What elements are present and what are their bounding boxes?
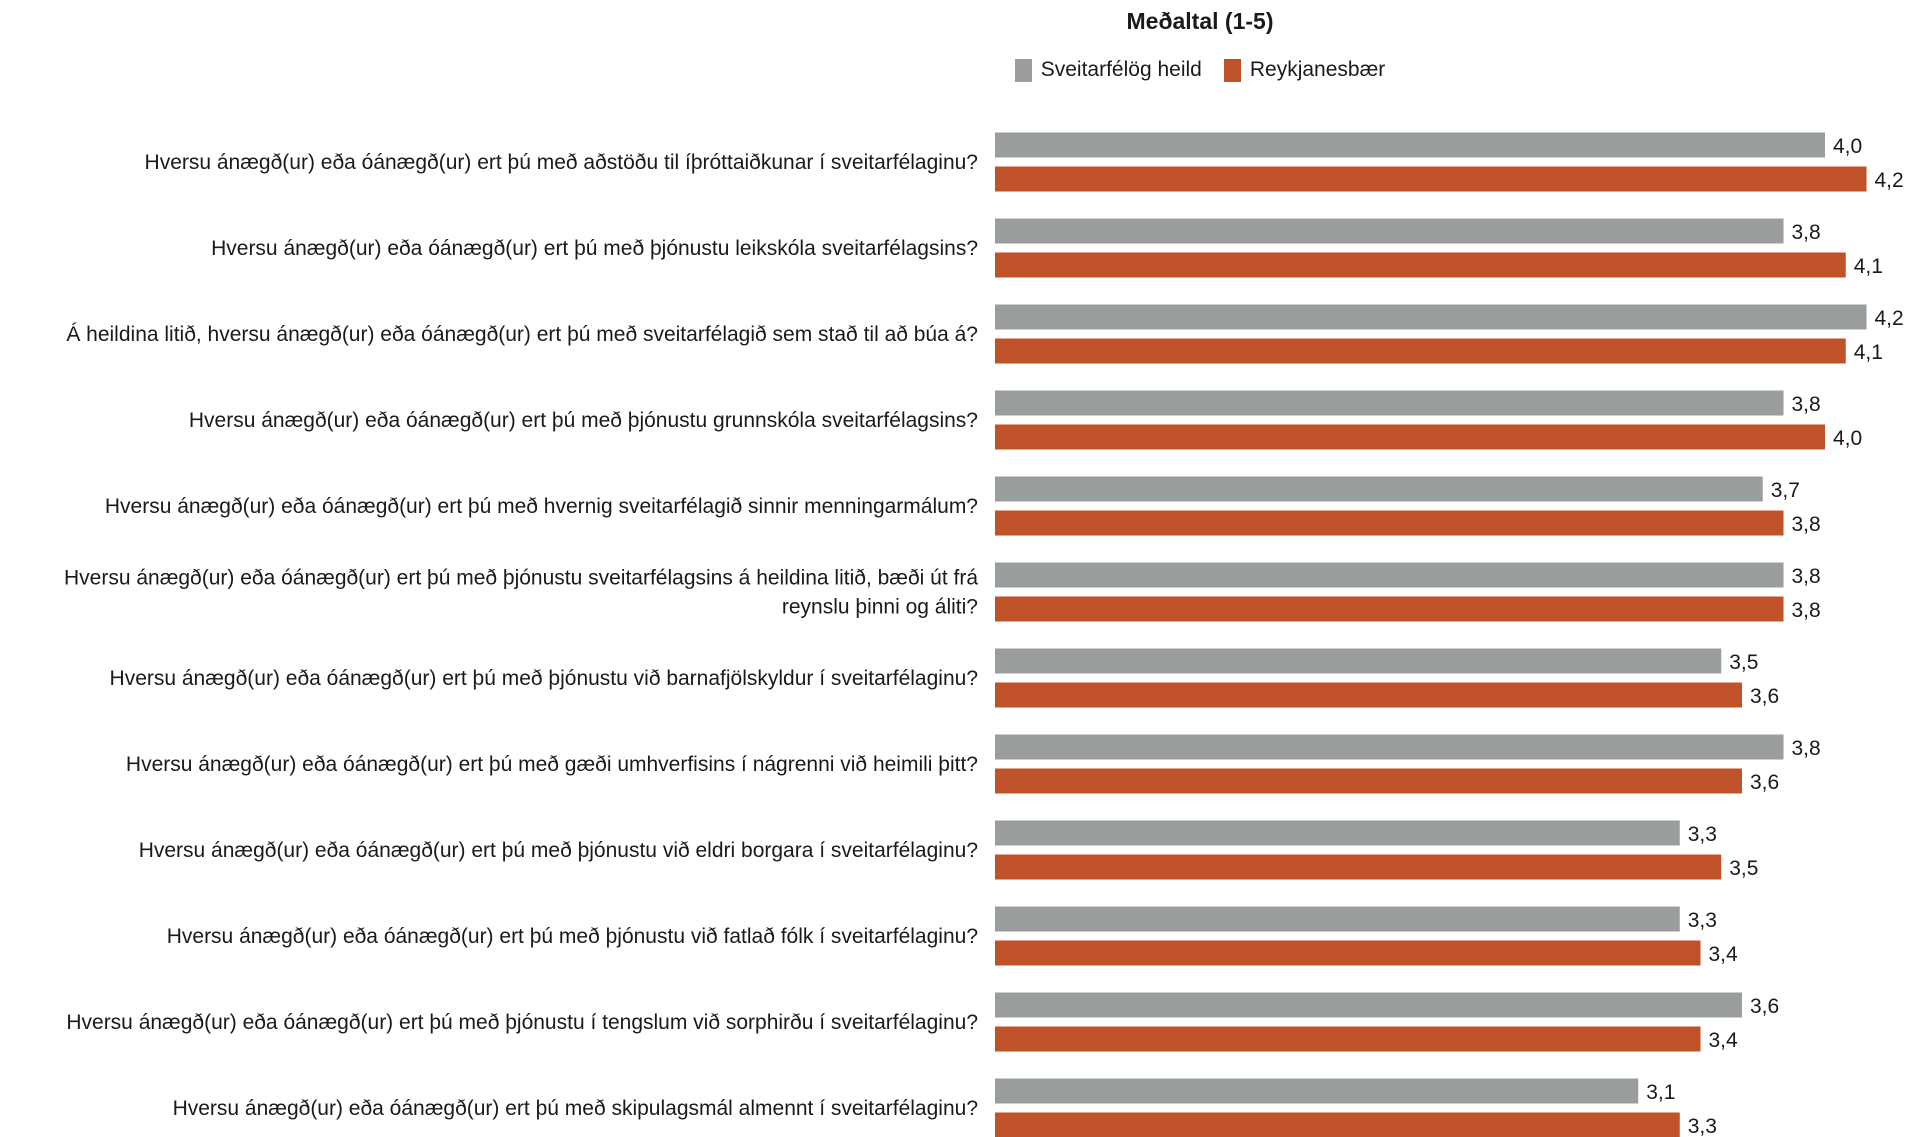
legend-swatch-series-1 [1014, 58, 1032, 82]
category-label: Hversu ánægð(ur) eða óánægð(ur) ert þú m… [126, 753, 978, 776]
category-label: Hversu ánægð(ur) eða óánægð(ur) ert þú m… [105, 495, 978, 518]
data-label: 3,4 [1709, 943, 1739, 966]
bar-sveitarfelog-heild [995, 734, 1784, 760]
bar-reykjanesbaer [995, 1026, 1701, 1052]
category-label: Hversu ánægð(ur) eða óánægð(ur) ert þú m… [173, 1097, 978, 1120]
data-label: 3,8 [1792, 221, 1821, 244]
category-label: Á heildina litið, hversu ánægð(ur) eða ó… [66, 323, 978, 346]
data-label: 3,6 [1750, 995, 1779, 1018]
data-label: 3,8 [1792, 565, 1821, 588]
data-label: 4,0 [1833, 427, 1862, 450]
data-label: 4,2 [1875, 169, 1904, 192]
data-label: 3,1 [1646, 1081, 1675, 1104]
data-label: 3,4 [1709, 1029, 1739, 1052]
data-label: 3,5 [1729, 857, 1758, 880]
bar-reykjanesbaer [995, 854, 1722, 880]
data-label: 3,8 [1792, 513, 1821, 536]
bar-sveitarfelog-heild [995, 906, 1680, 932]
data-label: 3,8 [1792, 737, 1821, 760]
legend-swatch-series-2 [1223, 58, 1241, 82]
bar-reykjanesbaer [995, 596, 1784, 622]
data-label: 4,0 [1833, 135, 1862, 158]
data-label: 4,2 [1875, 307, 1904, 330]
category-label: Hversu ánægð(ur) eða óánægð(ur) ert þú m… [139, 839, 978, 862]
data-label: 3,6 [1750, 685, 1779, 708]
category-label: Hversu ánægð(ur) eða óánægð(ur) ert þú m… [145, 151, 978, 174]
bar-sveitarfelog-heild [995, 820, 1680, 846]
bar-reykjanesbaer [995, 424, 1825, 450]
category-label: Hversu ánægð(ur) eða óánægð(ur) ert þú m… [167, 925, 978, 948]
data-label: 3,8 [1792, 599, 1821, 622]
chart-title: Meðaltal (1-5) [1126, 8, 1274, 34]
legend-item-series-2: Reykjanesbær [1223, 58, 1386, 82]
bar-sveitarfelog-heild [995, 562, 1784, 588]
data-label: 3,6 [1750, 771, 1779, 794]
category-label: Hversu ánægð(ur) eða óánægð(ur) ert þú m… [211, 237, 978, 260]
legend-label-series-2: Reykjanesbær [1249, 58, 1386, 81]
legend: Sveitarfélög heild Reykjanesbær [1000, 58, 1400, 82]
legend-label-series-1: Sveitarfélög heild [1040, 58, 1202, 81]
bar-sveitarfelog-heild [995, 132, 1825, 158]
bar-reykjanesbaer [995, 252, 1846, 278]
bar-sveitarfelog-heild [995, 1078, 1639, 1104]
data-label: 3,3 [1688, 909, 1717, 932]
data-label: 3,3 [1688, 823, 1717, 846]
bar-reykjanesbaer [995, 682, 1742, 708]
bar-sveitarfelog-heild [995, 390, 1784, 416]
bar-sveitarfelog-heild [995, 304, 1867, 330]
category-label: Hversu ánægð(ur) eða óánægð(ur) ert þú m… [189, 409, 978, 432]
bar-reykjanesbaer [995, 940, 1701, 966]
bar-sveitarfelog-heild [995, 476, 1763, 502]
bar-sveitarfelog-heild [995, 218, 1784, 244]
category-label: Hversu ánægð(ur) eða óánægð(ur) ert þú m… [66, 1011, 978, 1034]
legend-item-series-1: Sveitarfélög heild [1014, 58, 1202, 82]
bar-reykjanesbaer [995, 1112, 1680, 1137]
bar-reykjanesbaer [995, 768, 1742, 794]
category-label: Hversu ánægð(ur) eða óánægð(ur) ert þú m… [64, 567, 978, 619]
data-label: 3,7 [1771, 479, 1800, 502]
data-label: 3,8 [1792, 393, 1821, 416]
category-label: Hversu ánægð(ur) eða óánægð(ur) ert þú m… [110, 667, 978, 690]
data-label: 4,1 [1854, 255, 1883, 278]
data-label: 4,1 [1854, 341, 1883, 364]
bar-reykjanesbaer [995, 338, 1846, 364]
bar-sveitarfelog-heild [995, 648, 1722, 674]
bar-reykjanesbaer [995, 166, 1867, 192]
data-label: 3,3 [1688, 1115, 1717, 1137]
bar-reykjanesbaer [995, 510, 1784, 536]
bar-sveitarfelog-heild [995, 992, 1742, 1018]
data-label: 3,5 [1729, 651, 1758, 674]
